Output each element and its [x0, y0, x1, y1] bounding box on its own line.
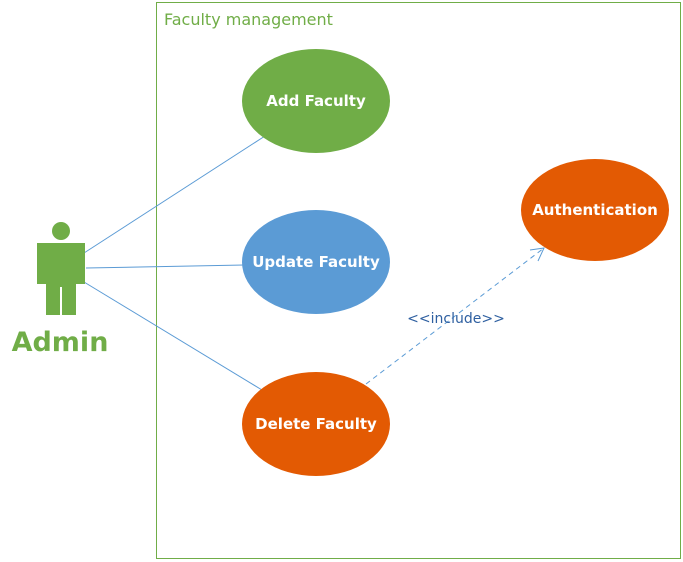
include-label: <<include>> — [407, 311, 505, 327]
use-case-authentication[interactable]: Authentication — [521, 159, 669, 261]
use-case-update-faculty[interactable]: Update Faculty — [242, 210, 390, 314]
admin-actor-label: Admin — [12, 327, 109, 358]
use-case-authentication-label: Authentication — [532, 201, 658, 219]
system-title: Faculty management — [164, 10, 333, 29]
admin-actor-icon[interactable] — [37, 222, 85, 315]
use-case-delete-faculty-label: Delete Faculty — [255, 415, 377, 433]
association-update-faculty — [85, 264, 245, 269]
use-case-add-faculty-label: Add Faculty — [266, 92, 366, 110]
system-boundary — [156, 2, 681, 559]
include-arrowhead — [529, 247, 545, 262]
use-case-delete-faculty[interactable]: Delete Faculty — [242, 372, 390, 476]
use-case-update-faculty-label: Update Faculty — [252, 253, 380, 271]
use-case-add-faculty[interactable]: Add Faculty — [242, 49, 390, 153]
association-add-faculty — [83, 135, 266, 254]
include-relationship — [365, 247, 545, 385]
association-delete-faculty — [83, 281, 263, 391]
